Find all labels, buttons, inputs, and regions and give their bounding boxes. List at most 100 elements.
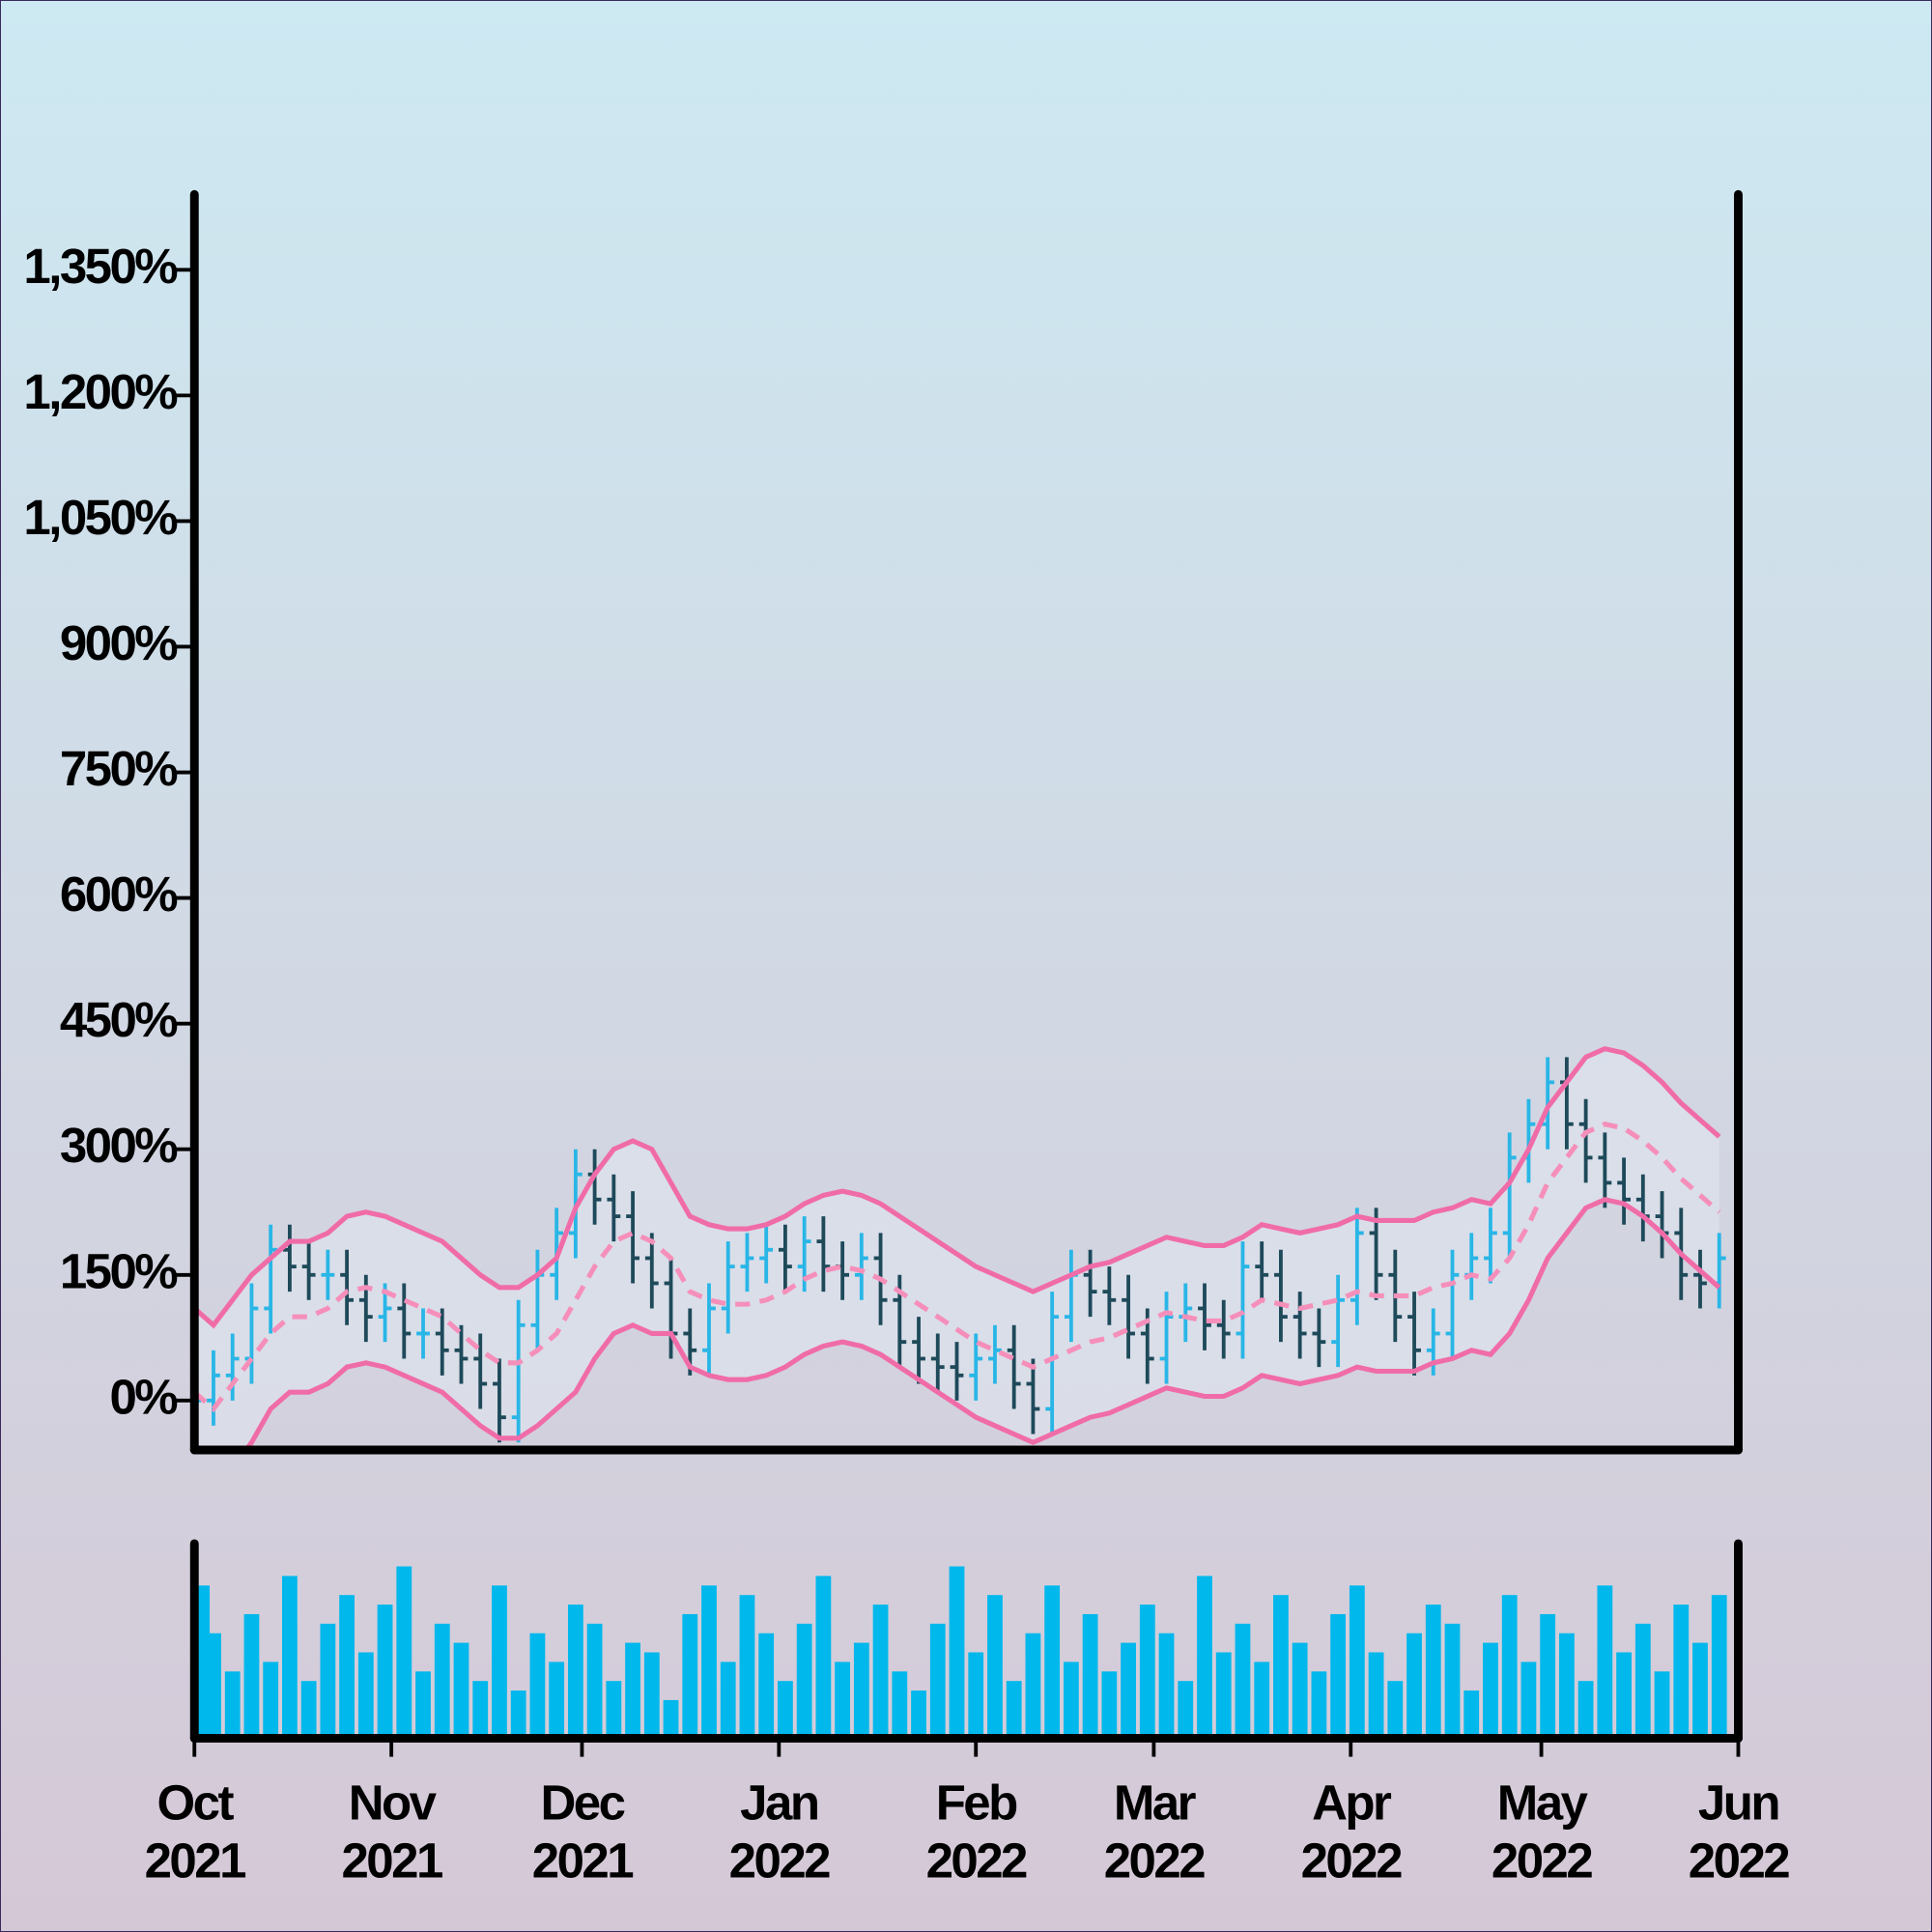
x-tick-label: Feb 2022	[925, 1776, 1029, 1889]
y-tick-label: 300%	[60, 1118, 178, 1173]
volume-bar	[206, 1633, 221, 1739]
volume-bar	[224, 1671, 241, 1739]
volume-bar	[434, 1623, 450, 1739]
ohlc-bar	[283, 1224, 297, 1293]
y-tick-label: 1,350%	[23, 239, 178, 294]
ohlc-bar	[340, 1249, 355, 1325]
volume-bar	[1425, 1605, 1441, 1739]
x-tick-label: Apr 2022	[1300, 1776, 1404, 1889]
volume-bar	[758, 1633, 775, 1739]
volume-bar	[1540, 1613, 1556, 1739]
volume-bar	[1368, 1652, 1384, 1739]
volume-bar	[1577, 1681, 1594, 1739]
volume-bar	[929, 1623, 946, 1739]
ohlc-bar	[1007, 1324, 1021, 1409]
ohlc-bar	[1255, 1241, 1269, 1300]
volume-bar	[1444, 1623, 1461, 1739]
ohlc-bar	[702, 1283, 716, 1376]
ohlc-bar	[207, 1350, 220, 1426]
volume-bar	[586, 1623, 603, 1739]
volume-bar	[1273, 1595, 1289, 1739]
volume-bar	[1616, 1652, 1632, 1739]
ohlc-bar	[969, 1333, 983, 1401]
ohlc-bar	[225, 1333, 240, 1401]
ohlc-bar	[721, 1241, 735, 1334]
x-tick-label: Jun 2022	[1688, 1776, 1791, 1889]
volume-bar	[701, 1585, 717, 1739]
volume-bar	[853, 1642, 869, 1739]
ohlc-bar	[912, 1317, 925, 1384]
ohlc-bar	[1159, 1292, 1174, 1384]
volume-bar	[529, 1633, 546, 1739]
ohlc-bar	[644, 1233, 659, 1309]
y-tick-label: 900%	[60, 615, 178, 670]
volume-bar	[625, 1642, 640, 1739]
volume-bar	[263, 1662, 279, 1739]
ohlc-bar	[1407, 1292, 1421, 1376]
ohlc-bar	[1045, 1292, 1060, 1435]
volume-bar	[282, 1576, 298, 1739]
volume-bar	[1501, 1595, 1518, 1739]
ohlc-bar	[435, 1308, 449, 1376]
ohlc-bar	[854, 1233, 868, 1300]
ohlc-bar	[1350, 1208, 1364, 1325]
ohlc-bar	[1598, 1132, 1612, 1208]
volume-bar	[1158, 1633, 1175, 1739]
volume-bar	[472, 1681, 489, 1739]
volume-bar	[300, 1681, 317, 1739]
volume-bar	[1101, 1671, 1118, 1739]
volume-bar	[1025, 1633, 1041, 1739]
x-tick-label-box: Dec 2021	[531, 1776, 635, 1889]
volume-bar	[1711, 1595, 1727, 1739]
ohlc-bar	[1484, 1208, 1497, 1284]
volume-bar	[1520, 1662, 1537, 1739]
band-lower	[242, 1197, 1721, 1450]
y-tick-label: 450%	[60, 992, 178, 1047]
y-tick-label: 0%	[109, 1369, 178, 1424]
volume-bar	[1082, 1613, 1098, 1739]
ohlc-bar	[301, 1241, 316, 1300]
y-tick-label: 150%	[60, 1243, 178, 1298]
volume-bar	[720, 1662, 736, 1739]
ohlc-bar	[1216, 1299, 1231, 1359]
volume-bar	[892, 1671, 908, 1739]
ohlc-bar	[1083, 1249, 1097, 1318]
x-tick-label: Oct 2021	[144, 1776, 247, 1889]
volume-bar	[1178, 1681, 1194, 1739]
volume-bar	[1197, 1576, 1212, 1739]
volume-bar	[1673, 1605, 1690, 1739]
ohlc-bar	[1236, 1241, 1250, 1359]
ohlc-bar	[1693, 1249, 1707, 1309]
volume-bar	[1558, 1633, 1575, 1739]
x-tick-label-box: Mar 2022	[1104, 1776, 1207, 1889]
volume-bar	[320, 1623, 336, 1739]
volume-bar	[1063, 1662, 1079, 1739]
volume-bar	[1597, 1585, 1613, 1739]
ohlc-bar	[1122, 1274, 1135, 1359]
volume-bar	[1292, 1642, 1308, 1739]
volume-bar	[1235, 1623, 1251, 1739]
y-tick-label: 1,050%	[23, 490, 178, 545]
ohlc-bar	[416, 1308, 430, 1359]
volume-bar	[1311, 1671, 1327, 1739]
x-tick-label-box: Oct 2021	[144, 1776, 247, 1889]
ohlc-bar	[321, 1249, 335, 1300]
volume-bar	[778, 1681, 793, 1739]
volume-bar	[911, 1690, 926, 1739]
volume-bar	[415, 1671, 431, 1739]
volume-panel	[194, 1566, 1727, 1739]
ohlc-bar	[264, 1224, 278, 1334]
x-tick-label: Dec 2021	[531, 1776, 635, 1889]
volume-bar	[1634, 1623, 1651, 1739]
volume-bar	[682, 1613, 698, 1739]
volume-bar	[549, 1662, 565, 1739]
band-middle	[194, 1122, 1721, 1413]
x-tick-label: May 2022	[1491, 1776, 1594, 1889]
volume-bar	[739, 1595, 755, 1739]
ohlc-bar	[779, 1224, 792, 1293]
x-tick-label-box: Jan 2022	[729, 1776, 832, 1889]
volume-bar	[567, 1605, 583, 1739]
ticks: 0% 150% 300% 450% 600% 750% 900% 1,050% 1,200% 1,…	[23, 239, 1791, 1889]
